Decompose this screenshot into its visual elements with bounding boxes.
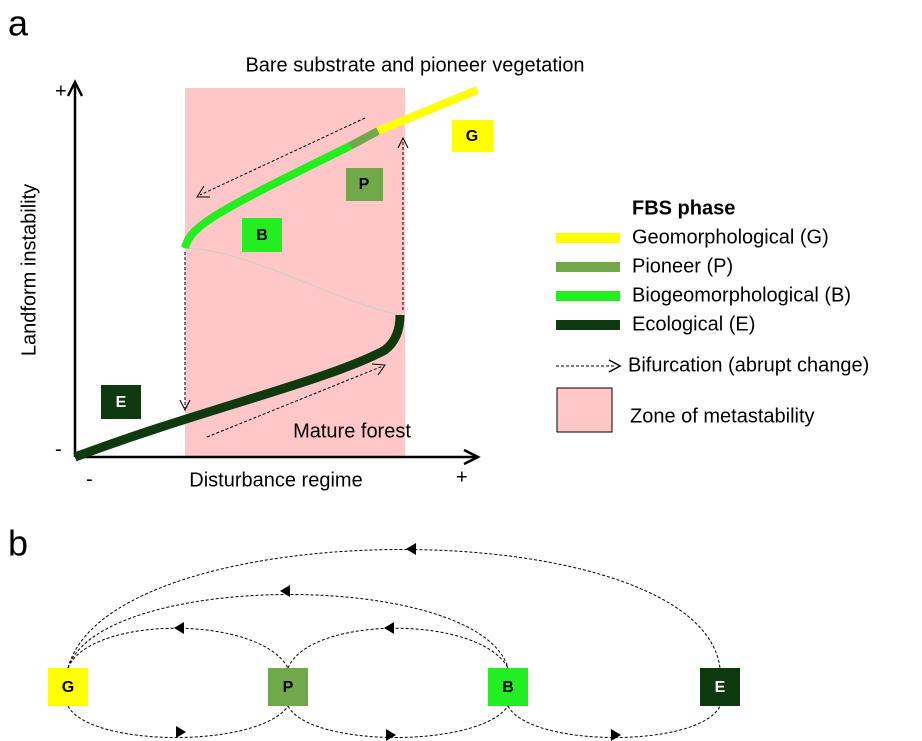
legend-label: Ecological (E)	[632, 313, 755, 335]
x-label: Disturbance regime	[189, 469, 362, 491]
legend-label: Biogeomorphological (B)	[632, 284, 851, 306]
curve-p	[348, 127, 380, 150]
panel-label: b	[8, 523, 28, 564]
x-plus: +	[456, 466, 468, 488]
node-label: P	[283, 679, 294, 696]
node-label: E	[715, 679, 726, 696]
panel-label: a	[8, 3, 29, 44]
legend-title: FBS phase	[632, 197, 735, 219]
x-minus: -	[86, 468, 93, 490]
node	[48, 668, 88, 706]
node-label: B	[502, 679, 514, 696]
bifurcation-arrows	[179, 117, 409, 438]
node-label: G	[62, 679, 74, 696]
label-box	[242, 218, 282, 252]
legend-label: Geomorphological (G)	[632, 226, 829, 248]
legend-arrow	[608, 359, 622, 373]
curve-g	[376, 86, 479, 135]
y-label: Landform instability	[18, 184, 40, 356]
annotation: Mature forest	[293, 420, 411, 442]
label-p: P	[359, 176, 370, 193]
y-plus: +	[55, 80, 67, 102]
metastability-zone	[185, 88, 405, 457]
axes	[66, 79, 481, 466]
node	[700, 668, 740, 706]
curve-b	[181, 142, 352, 250]
legend-zone	[556, 387, 613, 433]
label-box	[452, 120, 493, 152]
legend-label: Zone of metastability	[630, 405, 815, 427]
label-e: E	[116, 394, 127, 411]
label-box	[101, 385, 141, 419]
node	[488, 668, 528, 706]
annotation: Bare substrate and pioneer vegetation	[245, 54, 584, 76]
node	[268, 668, 308, 706]
label-b: B	[256, 227, 268, 244]
unstable-branch	[184, 247, 401, 316]
y-minus: -	[55, 438, 62, 460]
label-box	[346, 168, 383, 201]
legend-label: Bifurcation (abrupt change)	[628, 354, 869, 376]
curve-e	[73, 314, 405, 462]
transitions	[67, 543, 721, 741]
label-g: G	[466, 128, 478, 145]
legend-label: Pioneer (P)	[632, 255, 733, 277]
